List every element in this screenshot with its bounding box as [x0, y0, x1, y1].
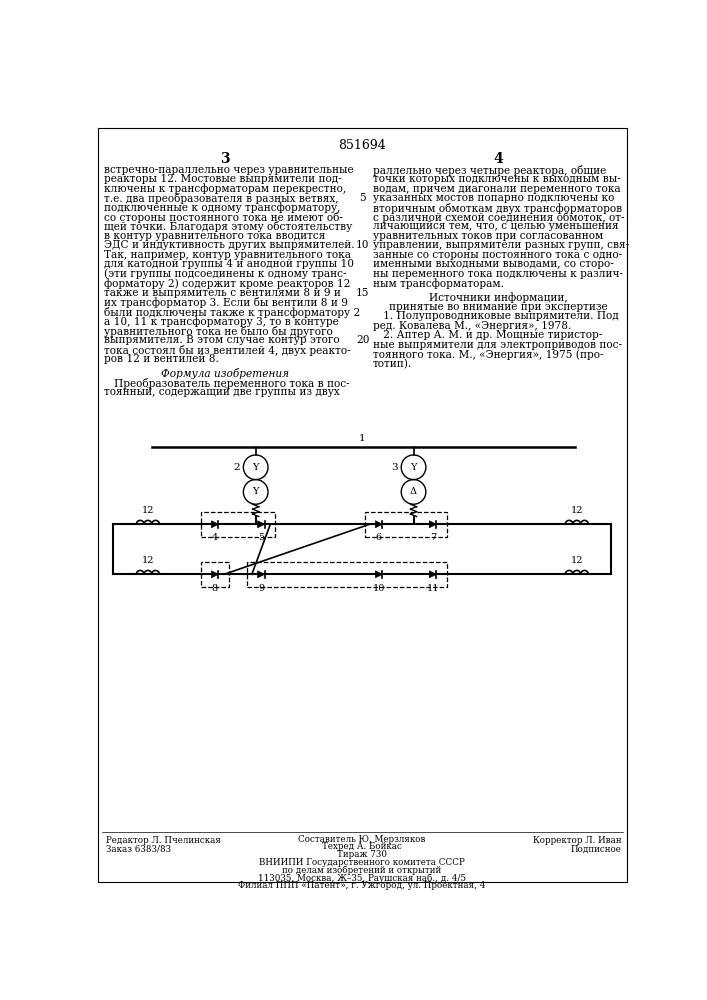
- Text: Техред А. Бойкас: Техред А. Бойкас: [322, 842, 402, 851]
- Text: 8: 8: [212, 584, 218, 593]
- Text: 2: 2: [234, 463, 240, 472]
- Text: Формула изобретения: Формула изобретения: [160, 368, 289, 379]
- Text: с различной схемой соединения обмоток, от-: с различной схемой соединения обмоток, о…: [373, 212, 624, 223]
- Polygon shape: [375, 571, 382, 578]
- Polygon shape: [211, 571, 218, 578]
- Polygon shape: [211, 521, 218, 528]
- Polygon shape: [375, 521, 382, 528]
- Text: 2. Аптер А. М. и др. Мощные тиристор-: 2. Аптер А. М. и др. Мощные тиристор-: [373, 330, 602, 340]
- Text: вторичным обмоткам двух трансформаторов: вторичным обмоткам двух трансформаторов: [373, 203, 622, 214]
- Text: занные со стороны постоянного тока с одно-: занные со стороны постоянного тока с одн…: [373, 250, 622, 260]
- Text: 851694: 851694: [338, 139, 386, 152]
- Text: управлении, выпрямители разных групп, свя-: управлении, выпрямители разных групп, св…: [373, 240, 629, 250]
- Text: 3: 3: [392, 463, 398, 472]
- Text: были подключены также к трансформатору 2: были подключены также к трансформатору 2: [104, 307, 361, 318]
- Text: со стороны постоянного тока не имеют об-: со стороны постоянного тока не имеют об-: [104, 212, 343, 223]
- Polygon shape: [257, 571, 264, 578]
- Bar: [365, 512, 447, 537]
- Text: в контур уравнительного тока вводится: в контур уравнительного тока вводится: [104, 231, 325, 241]
- Text: уравнительного тока не было бы другого: уравнительного тока не было бы другого: [104, 326, 333, 337]
- Text: раллельно через четыре реактора, общие: раллельно через четыре реактора, общие: [373, 165, 606, 176]
- Text: Источники информации,: Источники информации,: [429, 292, 568, 303]
- Text: 1. Полупроводниковые выпрямители. Под: 1. Полупроводниковые выпрямители. Под: [373, 311, 619, 321]
- Text: Заказ 6383/83: Заказ 6383/83: [105, 845, 170, 854]
- Text: Преобразователь переменного тока в пос-: Преобразователь переменного тока в пос-: [104, 378, 350, 389]
- Text: щей точки. Благодаря этому обстоятельству: щей точки. Благодаря этому обстоятельств…: [104, 221, 352, 232]
- Text: по делам изобретений и открытий: по делам изобретений и открытий: [282, 865, 442, 875]
- Polygon shape: [429, 571, 436, 578]
- Text: Подписное: Подписное: [571, 845, 621, 854]
- Text: ные выпрямители для электроприводов пос-: ные выпрямители для электроприводов пос-: [373, 340, 621, 350]
- Text: 4: 4: [493, 152, 503, 166]
- Text: подключенные к одному трансформатору,: подключенные к одному трансформатору,: [104, 203, 340, 213]
- Text: ны переменного тока подключены к различ-: ны переменного тока подключены к различ-: [373, 269, 623, 279]
- Text: для катодной группы 4 и анодной группы 10: для катодной группы 4 и анодной группы 1…: [104, 259, 354, 269]
- Text: Корректор Л. Иван: Корректор Л. Иван: [533, 836, 621, 845]
- Text: ров 12 и вентилей 8.: ров 12 и вентилей 8.: [104, 354, 219, 364]
- Text: Так, например, контур уравнительного тока: Так, например, контур уравнительного ток…: [104, 250, 351, 260]
- Text: 1: 1: [358, 434, 366, 443]
- Text: Филиал ППП «Патент», г. Ужгород, ул. Проектная, 4: Филиал ППП «Патент», г. Ужгород, ул. Про…: [238, 881, 486, 890]
- Text: 10: 10: [373, 584, 385, 593]
- Text: уравнительных токов при согласованном: уравнительных токов при согласованном: [373, 231, 603, 241]
- Text: точки которых подключены к выходным вы-: точки которых подключены к выходным вы-: [373, 174, 621, 184]
- Polygon shape: [257, 521, 264, 528]
- Text: именными выходными выводами, со сторо-: именными выходными выводами, со сторо-: [373, 259, 614, 269]
- Text: также и выпрямитель с вентилями 8 и 9 и: также и выпрямитель с вентилями 8 и 9 и: [104, 288, 341, 298]
- Text: 15: 15: [356, 288, 370, 298]
- Text: 4: 4: [212, 533, 218, 542]
- Text: 20: 20: [356, 335, 370, 345]
- Text: ным трансформаторам.: ным трансформаторам.: [373, 278, 503, 289]
- Bar: [201, 562, 229, 587]
- Text: выпрямителя. В этом случае контур этого: выпрямителя. В этом случае контур этого: [104, 335, 339, 345]
- Text: Редактор Л. Пчелинская: Редактор Л. Пчелинская: [105, 836, 221, 845]
- Text: форматору 2) содержит кроме реакторов 12: форматору 2) содержит кроме реакторов 12: [104, 278, 351, 289]
- Text: встречно-параллельно через уравнительные: встречно-параллельно через уравнительные: [104, 165, 354, 175]
- Bar: [247, 562, 447, 587]
- Text: реакторы 12. Мостовые выпрямители под-: реакторы 12. Мостовые выпрямители под-: [104, 174, 341, 184]
- Text: указанных мостов попарно подключены ко: указанных мостов попарно подключены ко: [373, 193, 614, 203]
- Text: ВНИИПИ Государственного комитета СССР: ВНИИПИ Государственного комитета СССР: [259, 858, 464, 867]
- Text: Y: Y: [252, 463, 259, 472]
- Text: 7: 7: [430, 533, 436, 542]
- Text: ЭДС и индуктивность других выпрямителей.: ЭДС и индуктивность других выпрямителей.: [104, 240, 355, 250]
- Polygon shape: [429, 521, 436, 528]
- Text: 11: 11: [426, 584, 439, 593]
- Text: 12: 12: [571, 556, 583, 565]
- Text: Составитель Ю. Мерзляков: Составитель Ю. Мерзляков: [298, 835, 426, 844]
- Text: 9: 9: [258, 584, 264, 593]
- Text: Y: Y: [252, 487, 259, 496]
- Text: (эти группы подсоединены к одному транс-: (эти группы подсоединены к одному транс-: [104, 269, 346, 279]
- Text: 5: 5: [258, 533, 264, 542]
- Text: личающийся тем, что, с целью уменьшения: личающийся тем, что, с целью уменьшения: [373, 221, 619, 231]
- Text: ключены к трансформаторам перекрестно,: ключены к трансформаторам перекрестно,: [104, 184, 346, 194]
- Text: Δ: Δ: [410, 487, 417, 496]
- Text: принятые во внимание при экспертизе: принятые во внимание при экспертизе: [389, 302, 607, 312]
- Text: Y: Y: [410, 463, 417, 472]
- Text: т.е. два преобразователя в разных ветвях,: т.е. два преобразователя в разных ветвях…: [104, 193, 339, 204]
- Text: тока состоял бы из вентилей 4, двух реакто-: тока состоял бы из вентилей 4, двух реак…: [104, 345, 351, 356]
- Text: 12: 12: [141, 506, 154, 515]
- Text: ред. Ковалева М., «Энергия», 1978.: ред. Ковалева М., «Энергия», 1978.: [373, 321, 571, 331]
- Text: водам, причем диагонали переменного тока: водам, причем диагонали переменного тока: [373, 184, 620, 194]
- Text: тоянного тока. М., «Энергия», 1975 (про-: тоянного тока. М., «Энергия», 1975 (про-: [373, 349, 603, 360]
- Text: а 10, 11 к трансформатору 3, то в контуре: а 10, 11 к трансформатору 3, то в контур…: [104, 316, 339, 327]
- Text: 3: 3: [220, 152, 230, 166]
- Text: 12: 12: [571, 506, 583, 515]
- Text: 10: 10: [356, 240, 370, 250]
- Text: Тираж 730: Тираж 730: [337, 850, 387, 859]
- Text: 12: 12: [141, 556, 154, 565]
- Text: их трансформатор 3. Если бы вентили 8 и 9: их трансформатор 3. Если бы вентили 8 и …: [104, 297, 348, 308]
- Text: тоянный, содержащий две группы из двух: тоянный, содержащий две группы из двух: [104, 387, 340, 397]
- Text: тотип).: тотип).: [373, 359, 412, 369]
- Text: 5: 5: [359, 193, 366, 203]
- Text: 113035, Москва, Ж–35, Раушская наб., д. 4/5: 113035, Москва, Ж–35, Раушская наб., д. …: [258, 873, 466, 883]
- Bar: [201, 512, 275, 537]
- Text: 6: 6: [376, 533, 382, 542]
